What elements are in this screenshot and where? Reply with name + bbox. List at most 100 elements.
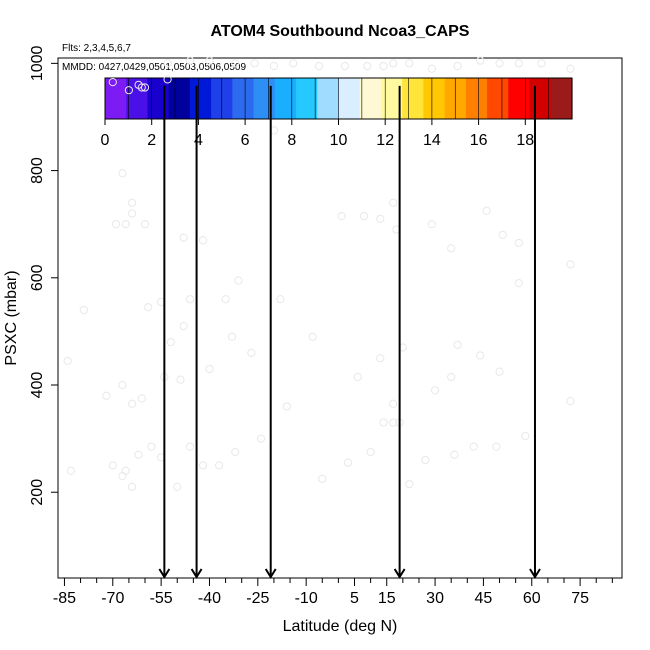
sample-point bbox=[205, 56, 214, 65]
sample-point bbox=[118, 169, 127, 178]
sample-point bbox=[108, 78, 117, 87]
sample-point bbox=[318, 474, 327, 483]
colorbar-tick-label: 18 bbox=[516, 132, 534, 149]
y-tick-label: 200 bbox=[29, 479, 46, 506]
colorbar-swatch bbox=[296, 78, 318, 119]
colorbar-swatch bbox=[508, 78, 531, 119]
sample-point bbox=[453, 340, 462, 349]
sample-point bbox=[231, 59, 240, 68]
y-axis: 200 400 600 800 1000 bbox=[29, 45, 58, 506]
colorbar-swatch bbox=[359, 78, 382, 119]
sample-point bbox=[447, 372, 456, 382]
sample-point bbox=[521, 431, 530, 441]
sample-point bbox=[247, 348, 256, 357]
sample-point bbox=[176, 375, 185, 384]
sample-point bbox=[173, 482, 182, 491]
sample-point bbox=[476, 351, 485, 360]
colorbar-swatch bbox=[253, 78, 276, 119]
colorbar-tick-label: 8 bbox=[287, 132, 296, 149]
sample-point bbox=[476, 56, 485, 65]
sample-point bbox=[179, 233, 188, 242]
colorbar-swatch bbox=[168, 78, 191, 119]
sample-point bbox=[389, 418, 398, 427]
sample-point bbox=[144, 303, 153, 312]
sample-point bbox=[250, 59, 259, 68]
sample-point bbox=[128, 209, 137, 218]
sample-point bbox=[427, 220, 436, 229]
sample-point bbox=[360, 212, 369, 221]
colorbar-tick-label: 2 bbox=[147, 132, 156, 149]
sample-point bbox=[256, 434, 266, 443]
colorbar-swatch bbox=[274, 78, 297, 119]
colorbar-swatch bbox=[487, 78, 509, 119]
y-tick-label: 1000 bbox=[29, 45, 46, 81]
x-tick-label: 30 bbox=[426, 590, 444, 607]
colorbar-swatch bbox=[380, 78, 403, 119]
x-tick-label: 15 bbox=[378, 590, 396, 607]
x-tick-label: 75 bbox=[571, 590, 589, 607]
sample-point bbox=[231, 447, 240, 457]
sample-point bbox=[405, 480, 414, 489]
colorbar-tick-label: 12 bbox=[376, 132, 394, 149]
x-tick-label: 60 bbox=[523, 590, 541, 607]
sample-point bbox=[482, 206, 491, 215]
colorbar-swatch bbox=[402, 78, 425, 119]
arrow-head bbox=[393, 568, 406, 579]
x-tick-label: -10 bbox=[295, 590, 318, 607]
sample-point bbox=[163, 75, 172, 84]
sample-point bbox=[495, 367, 504, 376]
colorbar-swatch bbox=[317, 78, 340, 119]
sample-point bbox=[430, 386, 440, 395]
sample-point bbox=[405, 59, 414, 68]
sample-point bbox=[221, 295, 230, 304]
sample-point bbox=[308, 332, 317, 341]
colorbar-swatch bbox=[423, 78, 446, 119]
sample-point bbox=[163, 59, 172, 68]
sample-point bbox=[469, 442, 478, 451]
sample-point bbox=[134, 80, 143, 89]
sample-point bbox=[276, 295, 285, 304]
sample-point bbox=[289, 59, 298, 68]
colorbar-ticks: 0 2 4 6 8 10 12 14 16 18 bbox=[101, 119, 534, 149]
colorbar-swatch bbox=[550, 78, 573, 119]
sample-point bbox=[379, 61, 388, 71]
colorbar-tick-label: 16 bbox=[470, 132, 488, 149]
colorbar-tick-label: 4 bbox=[194, 132, 203, 149]
sample-point bbox=[492, 442, 501, 451]
x-tick-label: 5 bbox=[350, 590, 359, 607]
colorbar-swatch bbox=[232, 78, 255, 119]
sample-point bbox=[379, 418, 388, 427]
sample-point bbox=[124, 86, 134, 95]
sample-point bbox=[121, 220, 130, 229]
sample-point bbox=[282, 402, 291, 411]
sample-point bbox=[566, 396, 575, 406]
colorbar-swatch bbox=[529, 78, 552, 119]
sample-point bbox=[186, 56, 195, 65]
sample-point bbox=[514, 238, 523, 248]
sample-point bbox=[102, 391, 111, 400]
sample-point bbox=[269, 61, 279, 71]
sample-point bbox=[337, 212, 346, 221]
sample-point bbox=[498, 230, 507, 240]
sample-point bbox=[514, 59, 523, 68]
x-axis: -85 -70 -55 -40 -25 -10 5 15 30 45 60 75 bbox=[53, 578, 613, 607]
colorbar-swatch bbox=[465, 78, 488, 119]
sample-point bbox=[537, 59, 546, 68]
x-tick-label: -55 bbox=[150, 590, 173, 607]
sample-point bbox=[450, 450, 459, 459]
dates-label: MMDD: 0427,0429,0501,0503,0506,0509 bbox=[62, 62, 246, 73]
sample-point bbox=[186, 295, 195, 304]
sample-point bbox=[376, 354, 385, 363]
sample-point bbox=[128, 399, 137, 408]
sample-point bbox=[447, 244, 456, 253]
sample-point bbox=[566, 260, 575, 269]
sample-point bbox=[340, 61, 349, 71]
sample-point bbox=[227, 332, 237, 341]
y-tick-label: 600 bbox=[29, 264, 46, 291]
colorbar-swatch bbox=[189, 78, 212, 119]
sample-point bbox=[366, 447, 375, 457]
sample-point bbox=[234, 276, 243, 285]
sample-point bbox=[63, 356, 72, 365]
arrow-head bbox=[158, 568, 171, 579]
